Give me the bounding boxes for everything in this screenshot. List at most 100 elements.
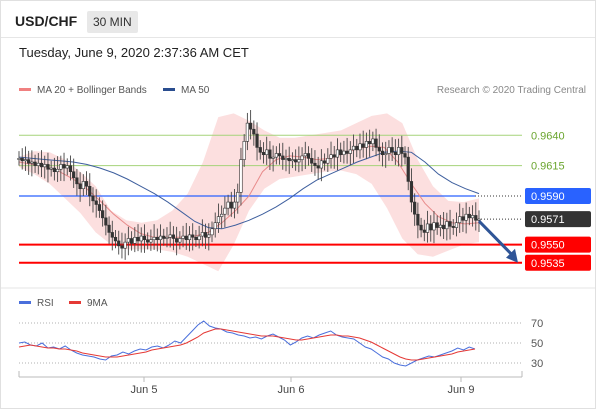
candle-body: [245, 122, 249, 142]
candle-body: [406, 156, 410, 182]
candle-body: [158, 235, 163, 241]
candle-body: [461, 216, 465, 221]
legend-label-ma20: MA 20 + Bollinger Bands: [37, 85, 147, 96]
candle-body: [358, 143, 362, 151]
candle-body: [94, 200, 98, 205]
candle-body: [46, 164, 50, 170]
bollinger-band-area: [19, 113, 479, 272]
timeframe-badge[interactable]: 30 MIN: [87, 11, 138, 33]
candle-body: [184, 235, 188, 241]
candle-body: [52, 167, 56, 173]
candle-body: [403, 153, 407, 158]
candle-body: [448, 221, 452, 227]
candle-body: [142, 235, 147, 241]
candle-body: [364, 141, 369, 148]
candle-body: [374, 138, 378, 148]
candle-body: [290, 159, 295, 162]
candle-body: [435, 222, 439, 228]
candle-body: [429, 223, 433, 231]
candle-body: [181, 235, 185, 239]
candle-body: [258, 147, 262, 153]
candle-body: [149, 239, 153, 243]
candle-body: [126, 238, 130, 243]
candle-body: [113, 236, 118, 242]
candle-body: [220, 213, 224, 217]
legend-label-9ma: 9MA: [87, 298, 108, 309]
candle-body: [39, 162, 44, 168]
candle-body: [332, 154, 336, 158]
last-price-label: 0.9571: [531, 214, 565, 226]
rsi-pane: RSI 9MA 70 50 30: [18, 298, 543, 370]
candle-body: [17, 158, 21, 160]
candles: [17, 110, 481, 260]
candle-body: [351, 145, 356, 151]
resistance-label: 0.9615: [531, 161, 565, 173]
symbol-label: USD/CHF: [15, 13, 78, 29]
candle-body: [310, 158, 314, 164]
candle-body: [162, 235, 166, 239]
candle-body: [84, 181, 89, 187]
rsi-9ma-line: [18, 328, 476, 361]
x-tick-label: Jun 6: [278, 384, 305, 396]
candle-body: [146, 239, 150, 243]
candle-body: [306, 153, 311, 159]
candle-body: [300, 155, 304, 160]
candle-body: [239, 159, 243, 193]
candle-body: [152, 236, 156, 241]
candle-body: [78, 183, 82, 190]
bollinger-band: [19, 113, 479, 272]
candle-body: [271, 156, 275, 159]
ma20-line: [18, 145, 480, 238]
candle-body: [284, 158, 288, 160]
candle-body: [255, 133, 259, 148]
candle-body: [409, 181, 414, 203]
candle-body: [316, 165, 320, 169]
legend-swatch-rsi: [19, 301, 31, 304]
candle-body: [30, 161, 34, 164]
candle-body: [59, 164, 63, 170]
main-pane: MA 20 + Bollinger Bands MA 50 Research ©…: [17, 85, 591, 272]
candle-body: [197, 235, 201, 241]
candle-body: [339, 149, 343, 156]
candle-body: [171, 234, 176, 239]
candle-body: [361, 143, 365, 148]
projection-arrow: [477, 220, 518, 263]
candle-body: [464, 213, 468, 221]
candle-body: [110, 232, 114, 238]
candle-body: [23, 159, 28, 162]
candle-body: [396, 147, 401, 156]
legend-label-ma50: MA 50: [181, 85, 210, 96]
candle-body: [236, 192, 240, 203]
candle-body: [329, 154, 333, 159]
rsi-tick-label: 70: [531, 318, 543, 330]
candle-body: [384, 153, 388, 156]
candle-body: [36, 162, 40, 166]
candle-body: [422, 229, 426, 233]
candle-body: [43, 164, 47, 168]
candle-body: [107, 224, 111, 233]
candle-body: [313, 162, 317, 166]
candle-body: [400, 147, 404, 154]
projection-arrow-shaft: [477, 220, 515, 257]
candle-body: [252, 128, 256, 135]
candle-body: [445, 221, 449, 230]
x-tick-label: Jun 5: [131, 384, 158, 396]
candle-body: [326, 158, 330, 164]
candle-body: [194, 236, 198, 241]
candle-body: [75, 177, 79, 185]
x-tick-label: Jun 9: [448, 384, 475, 396]
candle-body: [20, 158, 24, 162]
candle-body: [297, 159, 301, 163]
candle-body: [274, 153, 278, 158]
candle-body: [187, 234, 192, 241]
pivot-badge: [525, 188, 591, 204]
support-badge: [525, 254, 591, 271]
candle-body: [294, 159, 298, 163]
candle-body: [377, 147, 381, 152]
candle-body: [390, 147, 394, 153]
candle-body: [68, 165, 73, 173]
candle-body: [413, 201, 417, 215]
candle-body: [442, 224, 446, 230]
